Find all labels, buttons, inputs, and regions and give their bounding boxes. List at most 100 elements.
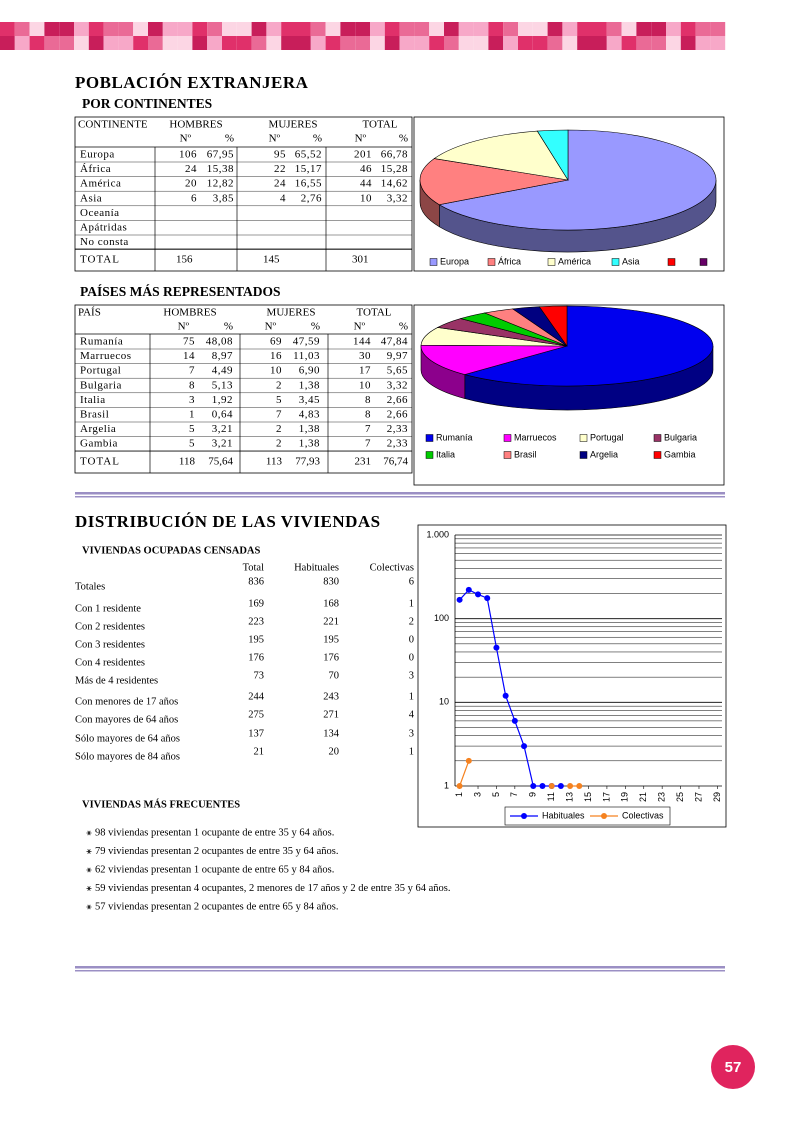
- total-label: TOTAL: [80, 254, 120, 266]
- cell-value: 3,45: [299, 394, 320, 406]
- cell-value: 1: [409, 691, 414, 702]
- band-square: [384, 22, 400, 36]
- cell-value: 7: [365, 438, 371, 450]
- x-tick-label: 19: [620, 792, 630, 802]
- data-point: [493, 644, 500, 651]
- legend-swatch: [699, 258, 708, 266]
- cell-value: 10: [359, 379, 371, 391]
- legend-swatch: [547, 258, 556, 266]
- column-subheader: %: [225, 133, 234, 145]
- list-item: 59 viviendas presentan 4 ocupantes, 2 me…: [95, 883, 450, 894]
- pie-slice: [536, 129, 569, 182]
- band-square: [118, 22, 134, 36]
- cell-value: 1,38: [299, 423, 320, 435]
- row-label: América: [80, 178, 121, 190]
- band-square: [444, 36, 459, 50]
- column-subheader: Nº: [180, 133, 192, 145]
- band-square: [207, 22, 222, 36]
- column-header: PAÍS: [78, 307, 101, 319]
- cell-value: 14: [183, 350, 195, 362]
- cell-value: 3,21: [212, 423, 233, 435]
- cell-value: 2,76: [301, 192, 322, 204]
- column-subheader: Nº: [269, 133, 281, 145]
- legend-marker: [601, 813, 607, 819]
- x-tick-label: 3: [472, 792, 482, 797]
- column-subheader: Nº: [355, 133, 367, 145]
- cell-value: 2: [276, 438, 282, 450]
- band-square: [562, 36, 578, 50]
- cell-value: 11,03: [293, 350, 320, 362]
- legend-label: Italia: [436, 449, 455, 459]
- cell-value: 6: [191, 192, 197, 204]
- band-square: [118, 36, 134, 50]
- band-square: [399, 22, 415, 36]
- band-square: [88, 22, 104, 36]
- band-square: [458, 36, 474, 50]
- data-point: [548, 783, 555, 789]
- total-value: 118: [179, 456, 196, 468]
- legend-label: Habituales: [542, 810, 585, 820]
- cell-value: 66,78: [381, 149, 408, 161]
- column-header: Habituales: [294, 562, 339, 573]
- bullet: [87, 830, 91, 836]
- divider: [75, 496, 725, 498]
- total-value: 113: [266, 456, 283, 468]
- cell-value: 7: [189, 365, 195, 377]
- pie-slice: [463, 305, 714, 387]
- band-square: [177, 22, 193, 36]
- legend-label: Rumanía: [436, 432, 473, 442]
- data-point: [511, 717, 518, 724]
- band-square: [636, 22, 652, 36]
- cell-value: 4,83: [299, 409, 320, 421]
- cell-value: 1,92: [212, 394, 233, 406]
- cell-value: 47,59: [293, 336, 320, 348]
- legend-swatch: [487, 258, 496, 266]
- band-square: [547, 36, 563, 50]
- cell-value: 17: [359, 365, 371, 377]
- list-item: 62 viviendas presentan 1 ocupante de ent…: [95, 864, 334, 875]
- band-square: [44, 22, 60, 36]
- cell-value: 75: [183, 336, 195, 348]
- cell-value: 20: [185, 178, 197, 190]
- row-label: Apátridas: [80, 222, 127, 234]
- column-subheader: %: [224, 321, 233, 333]
- band-square: [74, 22, 89, 36]
- row-label: Con mayores de 64 años: [75, 714, 178, 725]
- cell-value: 70: [329, 670, 340, 681]
- section-subtitle: POR CONTINENTES: [82, 96, 212, 111]
- column-subheader: %: [311, 321, 320, 333]
- page-number: 57: [725, 1059, 742, 1076]
- row-label: Brasil: [80, 409, 109, 421]
- cell-value: 1: [189, 409, 195, 421]
- cell-value: 2: [276, 423, 282, 435]
- column-subheader: %: [313, 133, 322, 145]
- divider: [75, 970, 725, 972]
- band-square: [429, 22, 444, 36]
- column-subheader: %: [399, 321, 408, 333]
- band-square: [222, 22, 237, 36]
- column-subheader: Nº: [354, 321, 366, 333]
- legend-label: Colectivas: [622, 810, 664, 820]
- band-square: [133, 36, 148, 50]
- table-border: [74, 304, 413, 474]
- band-square: [414, 22, 430, 36]
- x-tick-label: 13: [564, 792, 574, 802]
- cell-value: 169: [248, 598, 264, 609]
- cell-value: 244: [248, 691, 265, 702]
- band-square: [592, 36, 607, 50]
- cell-value: 2: [276, 379, 282, 391]
- cell-value: 195: [248, 634, 264, 645]
- band-square: [680, 22, 696, 36]
- cell-value: 3,32: [387, 192, 408, 204]
- legend-label: África: [498, 256, 521, 266]
- band-square: [236, 22, 252, 36]
- cell-value: 65,52: [295, 149, 322, 161]
- cell-value: 168: [323, 598, 339, 609]
- legend-swatch: [653, 451, 662, 459]
- cell-value: 4,49: [212, 365, 233, 377]
- cell-value: 2,66: [387, 394, 408, 406]
- list-title: VIVIENDAS MÁS FRECUENTES: [82, 798, 240, 810]
- legend-box: [504, 806, 671, 826]
- x-tick-label: 11: [546, 792, 556, 801]
